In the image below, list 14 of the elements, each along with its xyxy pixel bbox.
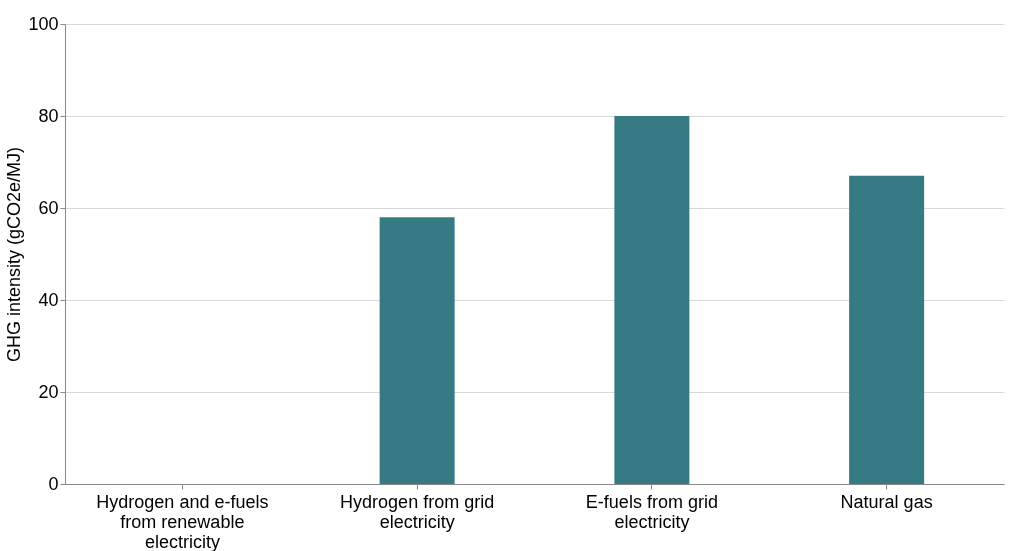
y-tick-label: 20 — [38, 381, 59, 402]
y-tick-label: 60 — [38, 197, 59, 218]
x-tick-label: E-fuels from grid electricity — [585, 491, 718, 532]
x-tick-label: Natural gas — [840, 491, 933, 512]
x-tick-label: Hydrogen and e-fuels from renewable electricity — [96, 491, 269, 551]
bar — [379, 217, 455, 484]
bar — [614, 116, 690, 484]
y-tick-label: 0 — [48, 473, 59, 494]
y-tick-label: 40 — [38, 289, 59, 310]
x-tick-label: Hydrogen from grid electricity — [340, 491, 495, 532]
y-axis-title: GHG intensity (gCO2e/MJ) — [4, 146, 25, 363]
bar — [849, 175, 925, 484]
y-tick-label: 100 — [28, 13, 59, 34]
y-tick-label: 80 — [38, 105, 59, 126]
